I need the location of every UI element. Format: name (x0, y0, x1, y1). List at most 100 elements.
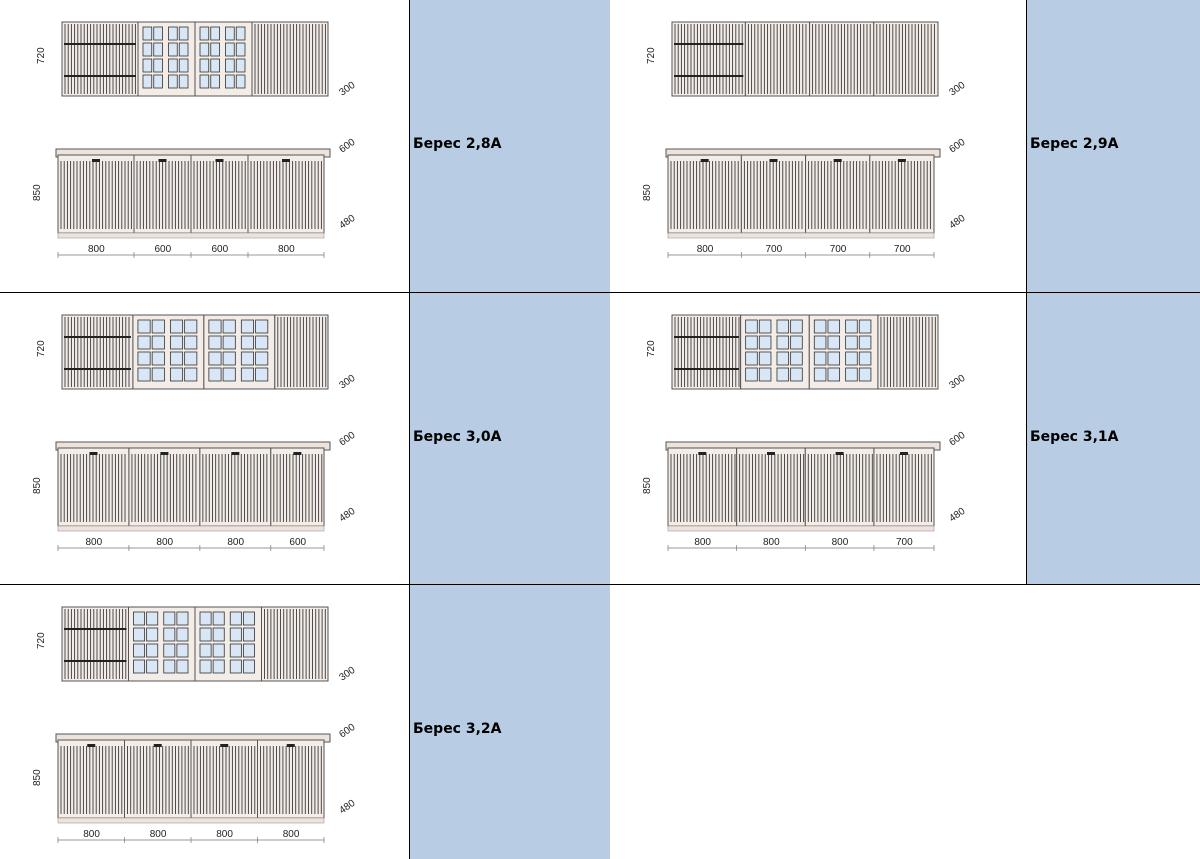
glass-pane (133, 627, 146, 642)
width-label: 600 (212, 244, 229, 255)
handle (698, 452, 707, 455)
glass-pane (151, 319, 165, 334)
glass-pane (813, 367, 827, 382)
width-label: 800 (694, 537, 711, 548)
kitchen-model-name: Берес 3,0А (413, 429, 502, 445)
width-label: 700 (765, 244, 782, 255)
kitchen-drawing-5: 300 720 600 480 850 800 800 800 800 (0, 585, 409, 859)
upper-cabinet (274, 314, 329, 390)
handle (160, 452, 169, 455)
glass-pane (137, 351, 151, 366)
kitchen-drawing-3: 300 720 600 480 850 800 800 800 600 (0, 293, 409, 584)
dimension-label: 850 (32, 477, 43, 494)
dimension-label: 600 (337, 430, 357, 449)
upper-cabinet (128, 606, 196, 682)
handle (89, 452, 98, 455)
upper-cabinet (808, 314, 879, 390)
handle (215, 159, 224, 162)
upper-cabinet (61, 314, 134, 390)
handle (87, 744, 96, 747)
cabinet-body (199, 447, 272, 527)
glass-pane (163, 643, 176, 658)
lower-cabinet (740, 154, 807, 234)
glass-pane (242, 643, 255, 658)
lower-cabinet (873, 447, 935, 527)
glass-pane (178, 74, 189, 89)
glass-pane (240, 367, 254, 382)
kitchen-model-name: Берес 2,9А (1030, 136, 1119, 152)
kitchen-model-name: Берес 2,8А (413, 136, 502, 152)
glass-pane (210, 42, 220, 57)
glass-pane (858, 335, 872, 350)
dimension-label: 600 (337, 722, 357, 741)
lower-cabinet (57, 154, 135, 234)
glass-pane (163, 611, 176, 626)
glass-pane (858, 351, 872, 366)
glass-pane (199, 26, 210, 41)
cabinet-body (57, 739, 125, 819)
glass-pane (229, 611, 242, 626)
cabinet-body (877, 314, 939, 390)
lower-cabinet (190, 739, 258, 819)
glass-pane (845, 335, 858, 350)
upper-cabinet (671, 21, 746, 97)
width-label: 800 (216, 829, 233, 840)
width-label: 800 (88, 244, 105, 255)
plinth (667, 232, 935, 239)
upper-cabinet (809, 21, 875, 97)
kitchen-model-name: Берес 3,2А (413, 721, 502, 737)
cabinet-body (671, 314, 742, 390)
glass-pane (199, 627, 212, 642)
glass-pane (137, 319, 151, 334)
cabinet-body (61, 606, 129, 682)
upper-cabinet (671, 314, 742, 390)
glass-pane (745, 367, 758, 382)
glass-pane (222, 367, 236, 382)
width-label: 800 (697, 244, 714, 255)
width-label: 700 (896, 537, 913, 548)
glass-pane (813, 351, 827, 366)
glass-pane (142, 42, 153, 57)
glass-pane (184, 351, 198, 366)
glass-pane (222, 319, 236, 334)
lower-cabinet (805, 154, 871, 234)
width-label: 800 (83, 829, 100, 840)
kitchen-drawing-2: 300 720 600 480 850 800 700 700 700 (610, 0, 1026, 292)
handle (766, 452, 775, 455)
glass-pane (133, 659, 146, 674)
upper-cabinet (132, 314, 205, 390)
glass-pane (178, 58, 189, 73)
dimension-label: 720 (36, 340, 47, 357)
lower-cabinet (736, 447, 806, 527)
lower-cabinet (667, 154, 742, 234)
handle (231, 452, 240, 455)
glass-pane (146, 643, 159, 658)
dimension-label: 480 (337, 213, 357, 232)
glass-pane (163, 659, 176, 674)
handle (286, 744, 295, 747)
glass-pane (168, 74, 178, 89)
glass-pane (151, 367, 165, 382)
lower-cabinet (869, 154, 935, 234)
width-label: 800 (832, 537, 849, 548)
handle (158, 159, 167, 162)
table-divider (0, 584, 1200, 585)
glass-pane (142, 74, 153, 89)
kitchen-label-cell-5: Берес 3,2А (409, 585, 610, 859)
glass-pane (229, 627, 242, 642)
glass-pane (178, 26, 189, 41)
cabinet-body (671, 21, 746, 97)
glass-pane (142, 26, 153, 41)
glass-pane (153, 26, 163, 41)
glass-pane (199, 659, 212, 674)
handle (833, 159, 842, 162)
upper-cabinet (194, 21, 253, 97)
glass-pane (210, 74, 220, 89)
glass-pane (255, 367, 269, 382)
glass-pane (199, 611, 212, 626)
dimension-label: 480 (947, 213, 967, 232)
glass-pane (758, 367, 772, 382)
glass-pane (137, 335, 151, 350)
cabinet-body (736, 447, 806, 527)
glass-pane (212, 643, 225, 658)
